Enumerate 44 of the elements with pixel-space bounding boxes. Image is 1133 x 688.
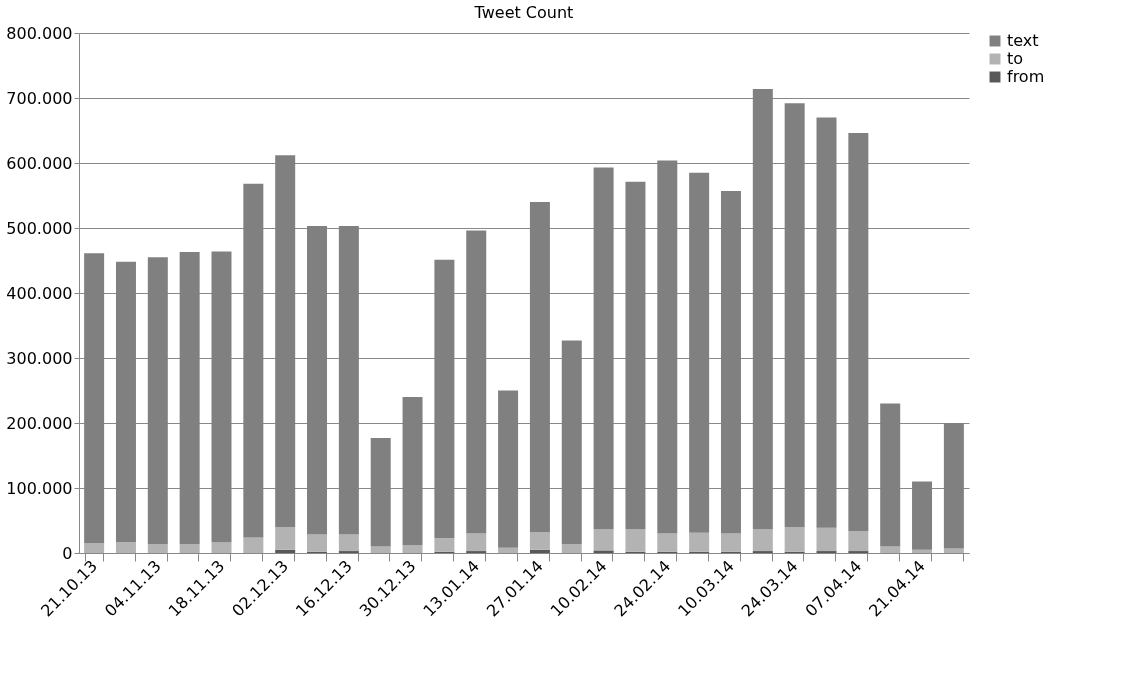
bar [752, 529, 773, 552]
bar [593, 529, 614, 551]
bar [84, 543, 105, 553]
y-tick-label: 200.000 [6, 413, 73, 433]
bar [307, 534, 328, 552]
bar [115, 541, 136, 553]
bar [179, 543, 200, 553]
bar [720, 533, 741, 552]
y-tick-label: 700.000 [6, 88, 73, 108]
legend-label: text [1007, 31, 1039, 50]
y-tick-label: 500.000 [6, 218, 73, 238]
chart-title: Tweet Count [473, 3, 574, 22]
legend-label: to [1007, 49, 1024, 68]
bar [275, 549, 296, 553]
bar [370, 546, 391, 553]
y-tick-label: 300.000 [6, 348, 73, 368]
bar [243, 537, 264, 553]
y-tick-label: 400.000 [6, 283, 73, 303]
bar [689, 532, 710, 552]
bar [912, 549, 933, 553]
y-tick-label: 800.000 [6, 23, 73, 43]
bar [880, 546, 901, 553]
bar [816, 527, 837, 552]
bar [529, 532, 550, 550]
legend-label: from [1007, 67, 1045, 86]
y-tick-label: 100.000 [6, 478, 73, 498]
bar [211, 542, 232, 553]
bar [593, 550, 614, 553]
bar [338, 534, 359, 552]
y-tick-label: 600.000 [6, 153, 73, 173]
bar [625, 529, 646, 552]
bar [147, 543, 168, 553]
bar [402, 545, 423, 553]
bar [466, 533, 487, 552]
bar [784, 527, 805, 552]
bar [498, 547, 519, 553]
y-tick-label: 0 [62, 543, 73, 563]
bar [943, 548, 964, 553]
bar [529, 549, 550, 553]
bar [275, 527, 296, 550]
bar [434, 538, 455, 552]
bar [848, 530, 869, 552]
bar [657, 533, 678, 552]
bar [561, 543, 582, 553]
